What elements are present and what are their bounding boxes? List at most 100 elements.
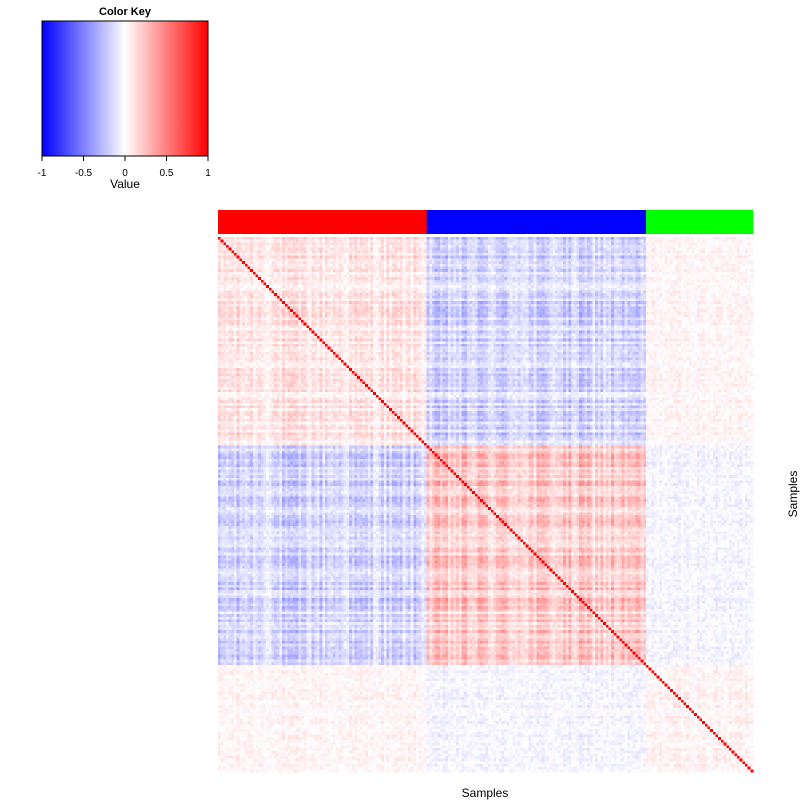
heatmap-cell bbox=[593, 299, 596, 302]
heatmap-cell bbox=[641, 285, 644, 288]
heatmap-cell bbox=[304, 248, 307, 251]
heatmap-cell bbox=[724, 277, 727, 280]
heatmap-cell bbox=[298, 261, 301, 264]
heatmap-cell bbox=[338, 245, 341, 248]
heatmap-cell bbox=[606, 242, 609, 245]
heatmap-cell bbox=[601, 237, 604, 240]
heatmap-cell bbox=[408, 272, 411, 275]
heatmap-cell bbox=[296, 301, 299, 304]
heatmap-cell bbox=[531, 285, 534, 288]
heatmap-cell bbox=[689, 264, 692, 267]
heatmap-cell bbox=[710, 285, 713, 288]
heatmap-cell bbox=[742, 285, 745, 288]
heatmap-cell bbox=[563, 288, 566, 291]
heatmap-cell bbox=[408, 291, 411, 294]
heatmap-cell bbox=[563, 282, 566, 285]
heatmap-cell bbox=[370, 296, 373, 299]
heatmap-cell bbox=[507, 291, 510, 294]
heatmap-cell bbox=[317, 285, 320, 288]
heatmap-cell bbox=[713, 261, 716, 264]
heatmap-cell bbox=[510, 242, 513, 245]
heatmap-cell bbox=[496, 258, 499, 261]
heatmap-cell bbox=[518, 242, 521, 245]
heatmap-cell bbox=[488, 240, 491, 243]
heatmap-cell bbox=[475, 299, 478, 302]
heatmap-cell bbox=[397, 248, 400, 251]
heatmap-cell bbox=[587, 301, 590, 304]
heatmap-cell bbox=[384, 301, 387, 304]
heatmap-cell bbox=[713, 282, 716, 285]
heatmap-cell bbox=[437, 282, 440, 285]
heatmap-cell bbox=[381, 301, 384, 304]
heatmap-cell bbox=[491, 266, 494, 269]
heatmap-cell bbox=[539, 256, 542, 259]
heatmap-cell bbox=[510, 301, 513, 304]
heatmap-cell bbox=[218, 253, 221, 256]
heatmap-cell bbox=[229, 282, 232, 285]
heatmap-cell bbox=[550, 266, 553, 269]
heatmap-cell bbox=[518, 264, 521, 267]
heatmap-cell bbox=[395, 288, 398, 291]
heatmap-cell bbox=[403, 237, 406, 240]
heatmap-cell bbox=[526, 293, 529, 296]
heatmap-cell bbox=[389, 261, 392, 264]
heatmap-cell bbox=[633, 274, 636, 277]
heatmap-cell bbox=[595, 253, 598, 256]
heatmap-cell bbox=[555, 293, 558, 296]
heatmap-cell bbox=[702, 245, 705, 248]
heatmap-cell bbox=[277, 293, 280, 296]
heatmap-cell bbox=[552, 280, 555, 283]
heatmap-cell bbox=[354, 282, 357, 285]
heatmap-cell bbox=[563, 253, 566, 256]
heatmap-cell bbox=[408, 269, 411, 272]
heatmap-cell bbox=[400, 280, 403, 283]
heatmap-cell bbox=[467, 250, 470, 253]
heatmap-cell bbox=[274, 301, 277, 304]
heatmap-cell bbox=[694, 245, 697, 248]
heatmap-cell bbox=[504, 299, 507, 302]
heatmap-cell bbox=[689, 237, 692, 240]
heatmap-cell bbox=[515, 253, 518, 256]
heatmap-cell bbox=[411, 282, 414, 285]
heatmap-cell bbox=[587, 258, 590, 261]
heatmap-cell bbox=[568, 299, 571, 302]
heatmap-cell bbox=[710, 253, 713, 256]
heatmap-cell bbox=[558, 274, 561, 277]
heatmap-cell bbox=[242, 248, 245, 251]
heatmap-cell bbox=[469, 237, 472, 240]
heatmap-cell bbox=[673, 266, 676, 269]
heatmap-cell bbox=[499, 248, 502, 251]
heatmap-cell bbox=[625, 242, 628, 245]
heatmap-cell bbox=[440, 250, 443, 253]
heatmap-cell bbox=[593, 296, 596, 299]
heatmap-cell bbox=[421, 274, 424, 277]
heatmap-cell bbox=[734, 248, 737, 251]
heatmap-cell bbox=[675, 269, 678, 272]
heatmap-cell bbox=[354, 301, 357, 304]
heatmap-cell bbox=[606, 280, 609, 283]
heatmap-cell bbox=[598, 274, 601, 277]
heatmap-cell bbox=[670, 237, 673, 240]
heatmap-cell bbox=[354, 256, 357, 259]
heatmap-cell bbox=[601, 299, 604, 302]
heatmap-cell bbox=[667, 282, 670, 285]
heatmap-cell bbox=[504, 293, 507, 296]
heatmap-cell bbox=[504, 256, 507, 259]
heatmap-cell bbox=[488, 285, 491, 288]
heatmap-cell bbox=[633, 291, 636, 294]
heatmap-cell bbox=[483, 299, 486, 302]
heatmap-cell bbox=[416, 258, 419, 261]
heatmap-cell bbox=[590, 269, 593, 272]
heatmap-cell bbox=[745, 296, 748, 299]
heatmap-cell bbox=[587, 250, 590, 253]
heatmap-cell bbox=[379, 280, 382, 283]
heatmap-cell bbox=[750, 280, 753, 283]
heatmap-cell bbox=[601, 301, 604, 304]
heatmap-cell bbox=[346, 253, 349, 256]
heatmap-cell bbox=[633, 296, 636, 299]
heatmap-cell bbox=[742, 242, 745, 245]
heatmap-cell bbox=[732, 237, 735, 240]
heatmap-cell bbox=[670, 288, 673, 291]
heatmap-cell bbox=[563, 269, 566, 272]
heatmap-cell bbox=[520, 256, 523, 259]
